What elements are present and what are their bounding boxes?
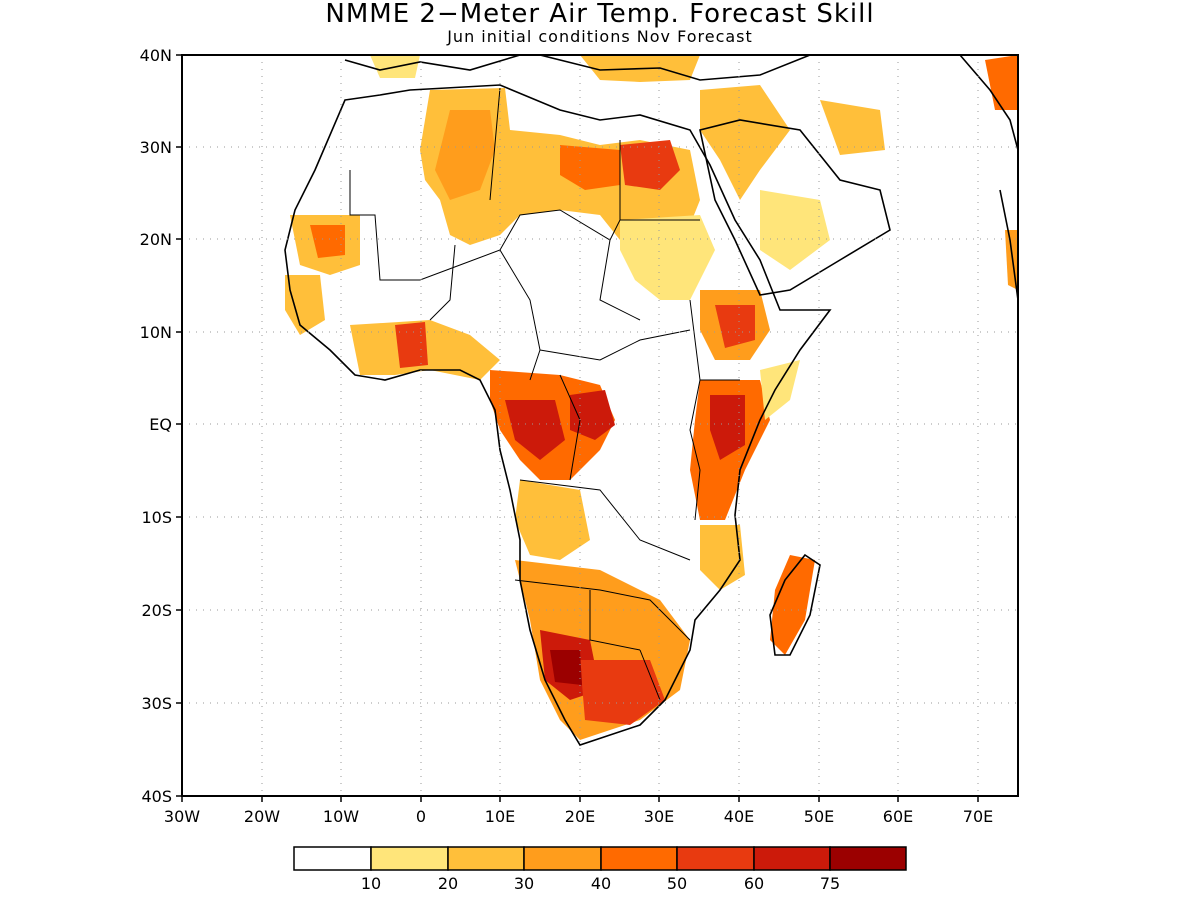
colorbar-label: 75 (820, 874, 840, 893)
lat-labels: 40N 30N 20N 10N EQ 10S 20S 30S 40S (140, 46, 172, 806)
lon-label: 70E (963, 807, 993, 826)
colorbar-swatch (370, 846, 449, 871)
skill-region-ghana (395, 322, 428, 368)
lat-label: 20N (140, 230, 172, 249)
skill-region-arabia (700, 85, 790, 200)
chart-subtitle: Jun initial conditions Nov Forecast (447, 27, 753, 46)
skill-region-mozambique (700, 525, 745, 590)
madagascar-coastline (769, 553, 821, 656)
map-frame (181, 54, 1019, 797)
colorbar-label: 20 (438, 874, 458, 893)
lon-label: 30W (164, 807, 200, 826)
lon-label: 0 (416, 807, 426, 826)
skill-region-south-africa (580, 660, 665, 725)
lon-label: 30E (644, 807, 674, 826)
skill-shading (285, 55, 1018, 740)
skill-region-madagascar (770, 555, 815, 655)
lon-label: 50E (804, 807, 834, 826)
colorbar-swatch (523, 846, 602, 871)
colorbar-label: 30 (514, 874, 534, 893)
skill-region-cameroon (570, 390, 615, 440)
colorbar: 10 20 30 40 50 60 75 (293, 846, 907, 893)
colorbar-label: 40 (591, 874, 611, 893)
skill-region-kenya-core (710, 395, 745, 460)
skill-region-india (985, 55, 1018, 110)
colorbar-swatch (600, 846, 678, 871)
lat-label: 30N (140, 138, 172, 157)
mediterranean-north (539, 55, 811, 81)
skill-region-nafrica-core (435, 110, 495, 200)
colorbar-label: 50 (667, 874, 687, 893)
country-borders (349, 87, 740, 701)
coastline (284, 55, 1018, 746)
lat-label: 40N (140, 46, 172, 65)
lon-label: 20W (244, 807, 280, 826)
colorbar-label: 60 (744, 874, 764, 893)
lon-label: 20E (565, 807, 595, 826)
lon-label: 60E (883, 807, 913, 826)
skill-region-angola (515, 480, 590, 560)
skill-region-egypt (620, 140, 680, 190)
lat-label: 10N (140, 323, 172, 342)
skill-region-kalahari-core (550, 650, 582, 685)
africa-coastline (284, 84, 832, 746)
colorbar-swatch (447, 846, 525, 871)
colorbar-swatch (293, 846, 372, 871)
axis-ticks (176, 54, 979, 802)
skill-region-saudi (760, 190, 830, 270)
skill-region-iran (820, 100, 885, 155)
skill-region-mauritania-core (310, 225, 345, 258)
lat-label: 40S (141, 787, 172, 806)
india-coastline (959, 55, 1018, 301)
chart-title: NMME 2−Meter Air Temp. Forecast Skill (325, 0, 875, 29)
skill-region-ethiopia-core (715, 305, 755, 348)
skill-region-congo-core (505, 400, 565, 460)
lat-label: EQ (149, 415, 172, 434)
lon-labels: 30W 20W 10W 0 10E 20E 30E 40E 50E 60E 70… (164, 807, 993, 826)
lat-label: 30S (141, 694, 172, 713)
lat-label: 20S (141, 601, 172, 620)
colorbar-swatch (753, 846, 831, 871)
colorbar-label: 10 (361, 874, 381, 893)
europe-coastline (344, 55, 521, 71)
skill-region-somalia (760, 360, 800, 420)
lon-label: 10W (323, 807, 359, 826)
skill-region-senegal (285, 275, 325, 335)
colorbar-swatch (676, 846, 755, 871)
skill-region-sudan (620, 215, 715, 300)
arabia-coastline (699, 119, 891, 296)
lon-label: 10E (485, 807, 515, 826)
lat-label: 10S (141, 508, 172, 527)
skill-region-libya (560, 145, 620, 190)
colorbar-swatch (829, 846, 907, 871)
lon-label: 40E (724, 807, 754, 826)
